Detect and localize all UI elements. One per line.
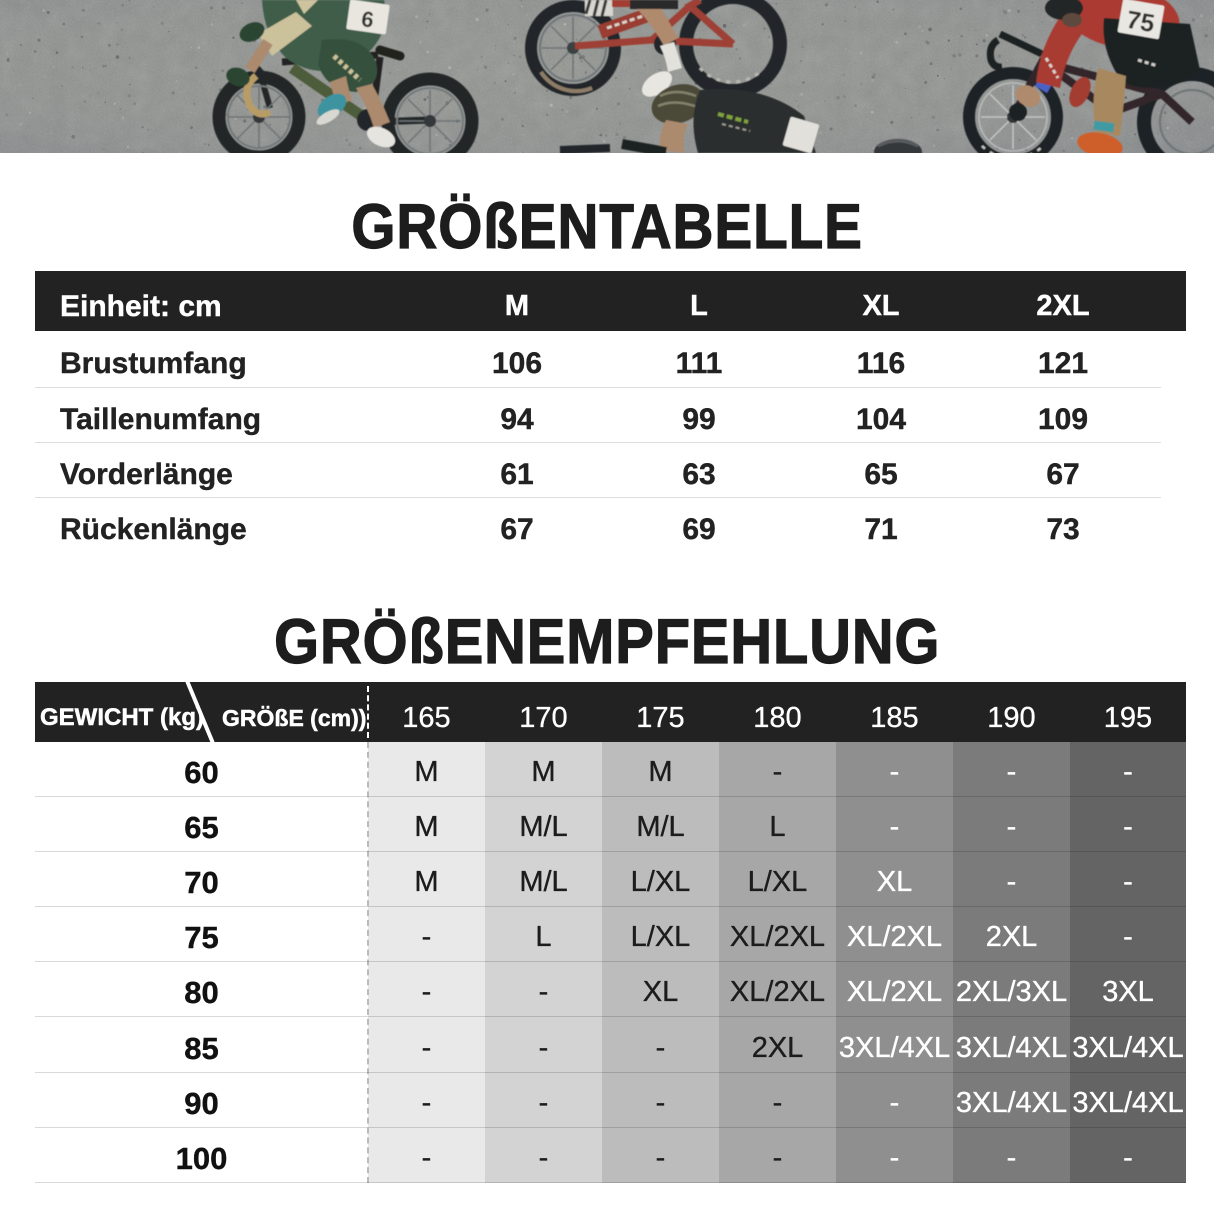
svg-text:6: 6 [360, 6, 376, 32]
svg-text:75: 75 [1124, 6, 1156, 38]
